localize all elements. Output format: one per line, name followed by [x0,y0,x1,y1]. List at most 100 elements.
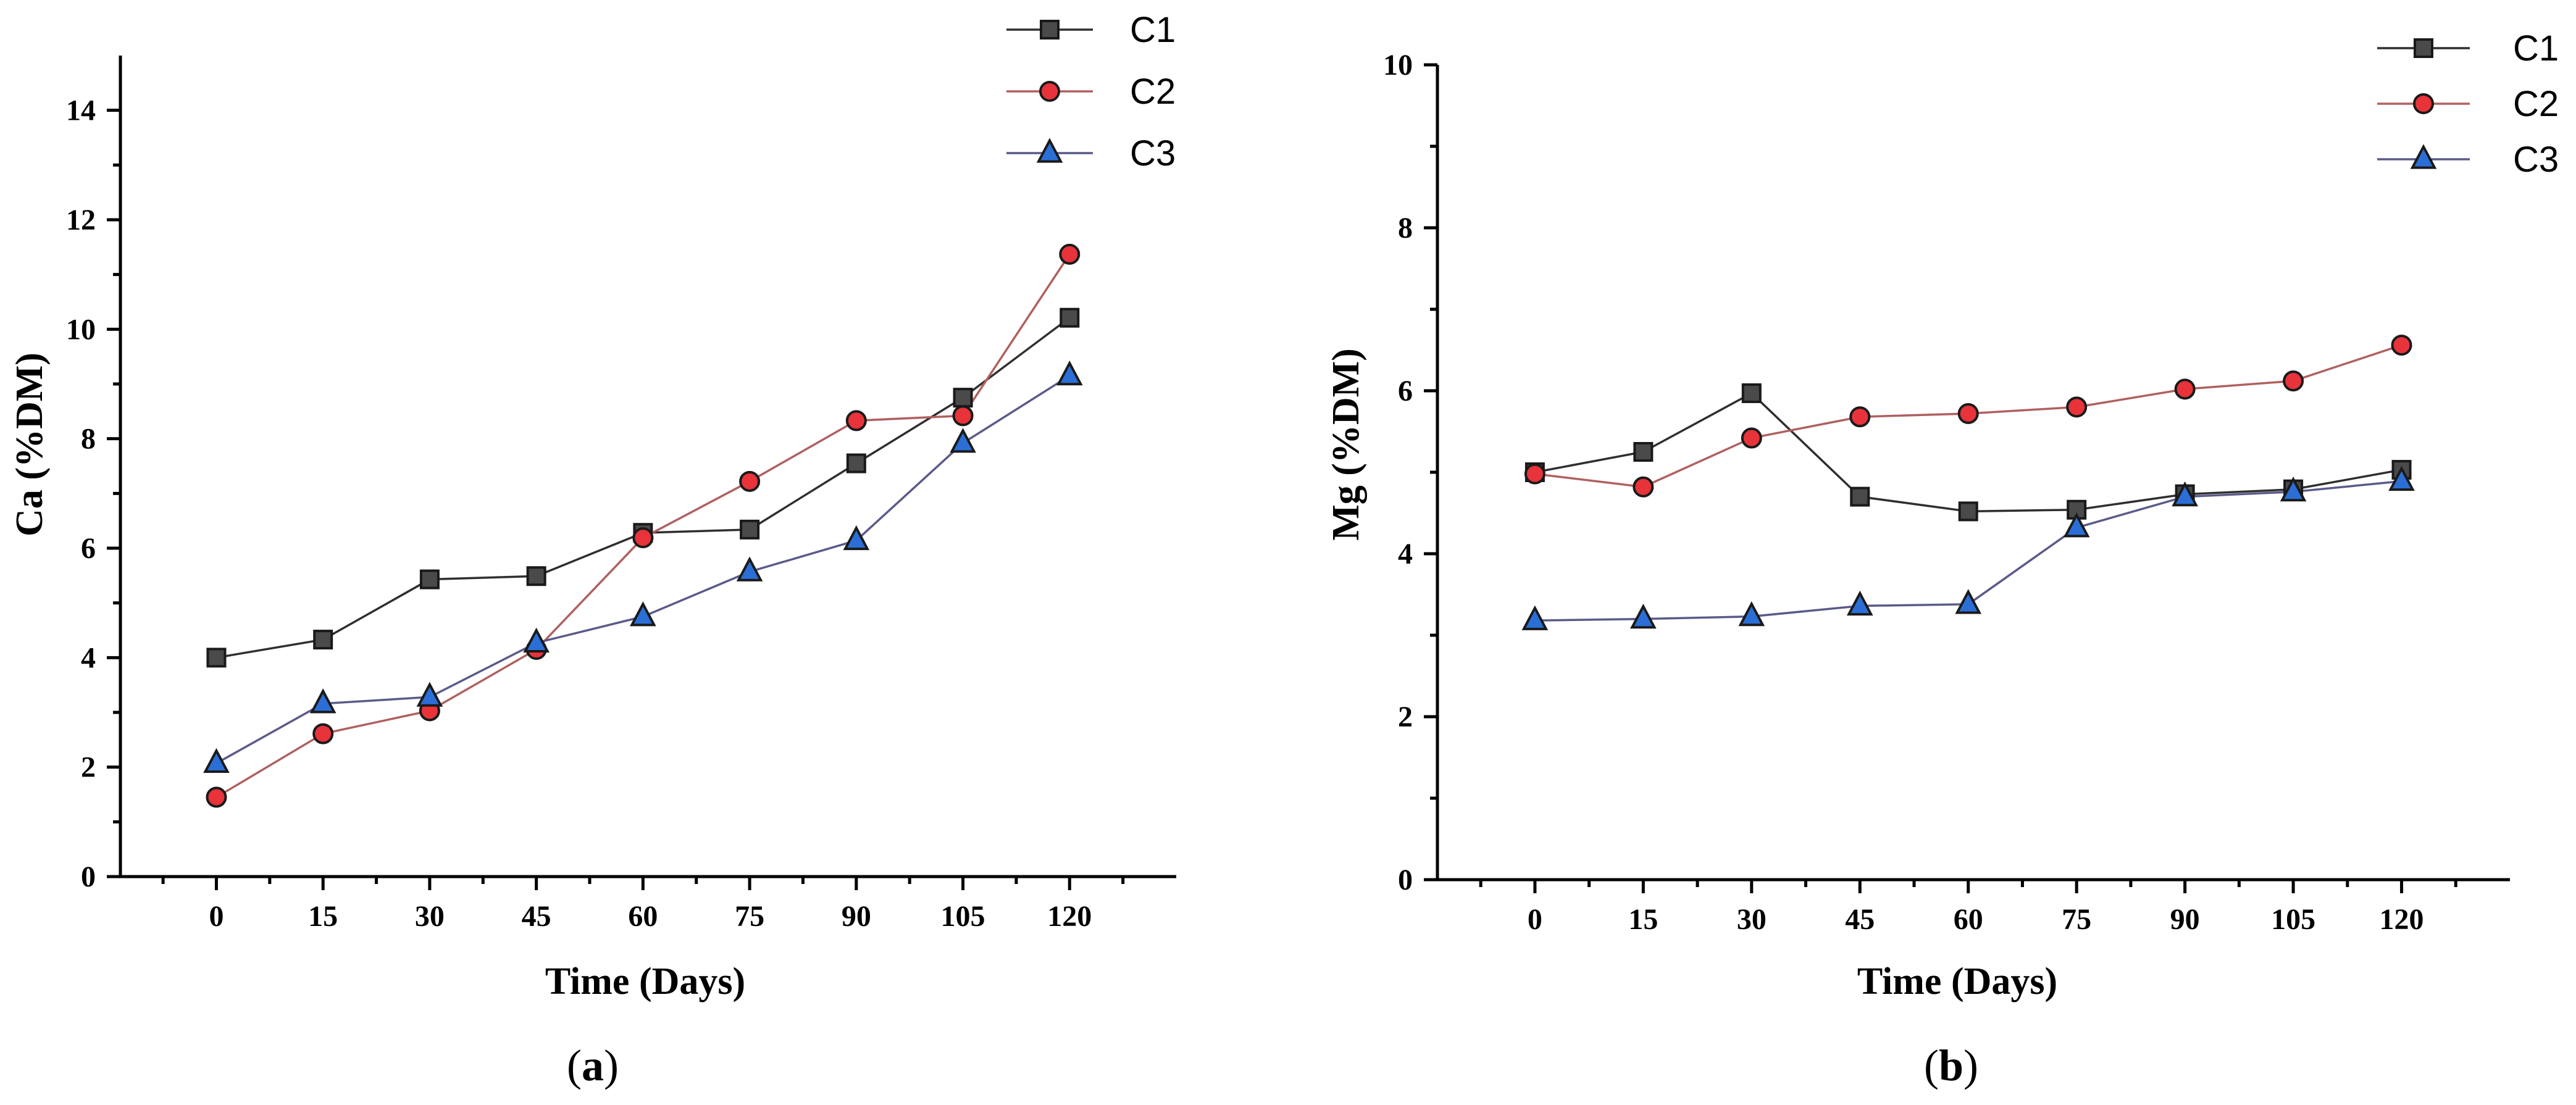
data-point-c1 [2067,499,2087,520]
legend-marker-c2 [2413,93,2434,114]
x-tick-label: 75 [735,900,764,933]
x-tick-label: 30 [1737,903,1767,936]
y-tick-label: 0 [81,861,96,893]
data-point-c1 [1741,383,1762,403]
y-tick-label: 6 [1398,375,1413,407]
data-point-c2 [1059,243,1081,265]
legend-label-c1: C1 [1130,10,1176,50]
data-point-c1 [1958,501,1978,522]
data-point-c2 [1741,427,1762,449]
data-point-c1 [1060,307,1080,328]
y-axis-title: Mg (%DM) [1325,348,1367,541]
x-tick-label: 105 [2271,903,2315,936]
data-point-c3 [309,688,337,714]
x-tick-label: 0 [1528,903,1542,936]
panel-label-a: (a) [567,1041,619,1090]
y-tick-label: 4 [1398,538,1413,570]
x-axis-title: Time (Days) [1857,961,2057,1003]
y-tick-label: 4 [81,641,96,674]
data-point-c3 [736,556,763,582]
data-point-c2 [1524,463,1545,485]
chart-panel-a: Time (Days) Ca (%DM) (a) 0 2 4 6 8 10 12 14 0 15 3… [9,10,1176,1090]
data-point-c2 [1633,476,1654,498]
legend-label-c3: C3 [2513,140,2559,180]
y-tick-label: 10 [66,313,96,346]
data-point-c1 [1850,486,1870,507]
data-point-c2 [312,723,334,744]
x-tick-label: 75 [2062,903,2091,936]
data-point-c3 [2172,481,2198,507]
data-point-c2 [1849,406,1871,428]
y-tick-label: 8 [1398,212,1413,244]
x-tick-label: 45 [1845,903,1875,936]
legend-marker-c3 [2410,144,2437,169]
data-point-c2 [952,405,974,427]
data-point-c2 [2066,396,2088,418]
y-tick-label: 2 [81,751,96,784]
x-axis-title: Time (Days) [545,961,745,1003]
x-tick-label: 45 [522,900,551,933]
data-point-c2 [845,410,867,432]
data-point-c3 [630,601,656,627]
y-tick-label: 10 [1383,49,1413,81]
data-point-c2 [739,470,761,492]
y-tick-label: 8 [81,423,96,456]
y-tick-label: 6 [81,532,96,565]
data-point-c3 [1846,590,1873,616]
data-point-c3 [2388,465,2415,491]
data-point-c1 [1633,442,1654,462]
legend-label-c2: C2 [2513,84,2559,124]
legend-marker-c1 [2414,38,2433,58]
data-point-c1 [953,388,973,408]
data-point-c2 [2174,378,2196,400]
data-point-c3 [1056,361,1083,386]
x-tick-label: 120 [1047,900,1092,933]
y-tick-label: 0 [1398,864,1413,896]
x-tick-label: 90 [2170,903,2200,936]
data-point-c3 [203,748,230,774]
x-tick-label: 120 [2380,903,2424,936]
x-tick-label: 15 [308,900,338,933]
data-point-c1 [526,566,546,586]
x-tick-label: 90 [842,900,871,933]
legend-marker-c3 [1036,138,1063,163]
data-point-c3 [843,525,870,551]
data-point-c2 [206,786,227,808]
chart-panel-b: Time (Days) Mg (%DM) (b) 0 2 4 6 8 10 0 15 30 45 6… [1325,28,2559,1090]
data-point-c2 [632,527,654,549]
series-line-c3 [215,375,1071,764]
data-point-c1 [846,453,866,473]
x-tick-label: 60 [1954,903,1983,936]
legend-marker-c2 [1039,81,1060,102]
data-point-c2 [2391,335,2412,356]
legend-label-c1: C1 [2513,28,2559,69]
x-tick-label: 105 [941,900,985,933]
data-point-c3 [523,627,550,653]
y-tick-label: 12 [66,204,96,236]
x-tick-label: 30 [415,900,445,933]
data-point-c3 [2280,477,2307,502]
x-tick-label: 60 [628,900,658,933]
data-point-c3 [1521,605,1549,630]
data-point-c3 [950,428,976,453]
data-point-c1 [313,630,333,650]
x-tick-label: 0 [209,900,224,933]
y-tick-label: 2 [1398,701,1413,733]
data-point-c1 [206,648,227,668]
data-point-c3 [2063,512,2090,538]
legend-label-c2: C2 [1130,72,1176,112]
data-point-c1 [419,569,440,590]
data-point-c3 [1630,603,1657,629]
data-point-c1 [740,519,760,540]
y-axis-title: Ca (%DM) [9,352,51,536]
data-point-c2 [1957,402,1979,424]
data-point-c3 [416,682,443,707]
panel-label-b: (b) [1924,1041,1978,1090]
data-point-c3 [1738,601,1765,627]
x-tick-label: 15 [1628,903,1658,936]
data-point-c3 [1955,589,1982,614]
y-tick-label: 14 [66,94,96,127]
legend-label-c3: C3 [1130,133,1176,173]
data-point-c2 [2283,370,2304,392]
